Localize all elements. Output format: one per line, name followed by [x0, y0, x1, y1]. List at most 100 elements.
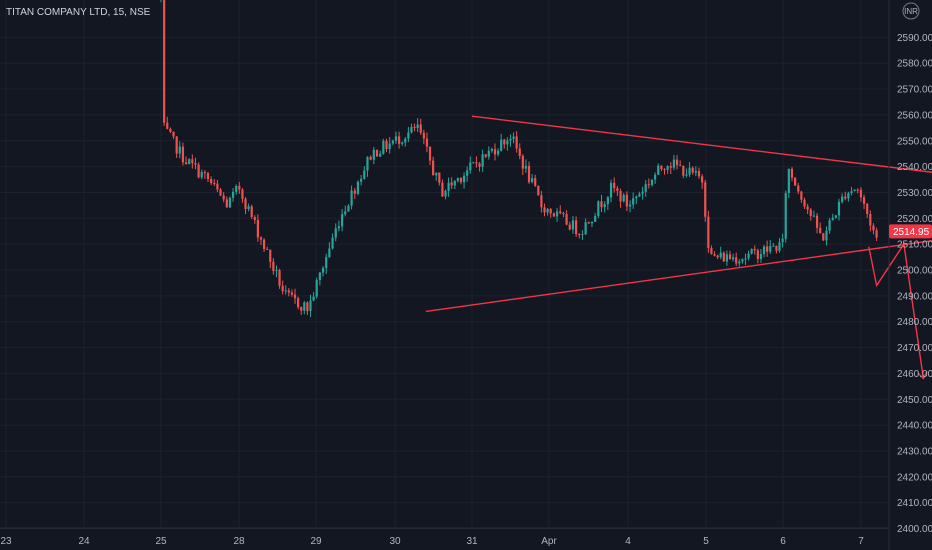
- time-axis[interactable]: 23 24 25 28 29 30 31 Apr 4 5 6 7: [0, 536, 864, 547]
- candle-body: [847, 193, 850, 199]
- candle-body: [663, 169, 666, 171]
- candle-body: [644, 184, 647, 192]
- candle-body: [163, 0, 166, 123]
- candle-body: [490, 149, 494, 151]
- candle-body: [493, 149, 497, 155]
- candle-body: [578, 233, 581, 235]
- candle-body: [206, 173, 210, 180]
- upper-trendline[interactable]: [471, 115, 932, 173]
- candle-body: [469, 162, 472, 171]
- candle-body: [625, 194, 628, 207]
- candle-body: [581, 234, 584, 236]
- candle-body: [363, 170, 366, 179]
- candle-body: [571, 220, 575, 230]
- candle-body: [543, 207, 546, 213]
- projection-path[interactable]: [868, 242, 925, 379]
- candle-body: [432, 160, 435, 176]
- candle-body: [872, 225, 875, 231]
- candle-body: [778, 242, 781, 251]
- candle-body: [819, 227, 822, 234]
- lower-trendline[interactable]: [425, 236, 932, 313]
- candle-body: [685, 174, 688, 176]
- candle-body: [756, 250, 759, 259]
- candle-body: [203, 172, 206, 174]
- x-tick-label: Apr: [541, 536, 557, 547]
- candle-body: [694, 170, 697, 173]
- candle-body: [225, 199, 228, 208]
- candle-body: [769, 246, 772, 252]
- price-axis[interactable]: 2590.00 2580.00 2570.00 2560.00 2550.00 2540.…: [897, 33, 932, 535]
- candle-body: [744, 258, 747, 260]
- y-tick-label: 2570.00: [897, 85, 932, 96]
- candle-body: [369, 156, 372, 160]
- candle-body: [866, 203, 869, 215]
- candle-body: [347, 205, 350, 212]
- y-tick-label: 2560.00: [897, 110, 932, 121]
- candle-body: [337, 226, 341, 229]
- x-tick-label: 5: [703, 536, 709, 547]
- y-tick-label: 2440.00: [897, 421, 932, 432]
- candle-body: [688, 167, 691, 175]
- candle-body: [303, 302, 306, 311]
- candle-body: [321, 267, 325, 273]
- y-tick-label: 2540.00: [897, 162, 932, 173]
- candle-body: [191, 159, 194, 164]
- candle-body: [679, 165, 682, 167]
- candle-body: [419, 124, 422, 133]
- candle-body: [281, 285, 284, 292]
- y-tick-label: 2590.00: [897, 33, 932, 44]
- candle-body: [503, 139, 506, 145]
- svg-text:2514.95: 2514.95: [893, 227, 930, 238]
- candle-body: [509, 138, 512, 141]
- candle-body: [256, 219, 259, 238]
- candle-body: [735, 257, 738, 264]
- candle-body: [790, 168, 794, 178]
- candle-body: [428, 146, 432, 161]
- candle-body: [521, 155, 524, 169]
- candle-body: [707, 216, 710, 249]
- candle-body: [518, 148, 521, 156]
- candle-body: [259, 237, 263, 240]
- candle-body: [766, 246, 769, 252]
- y-tick-label: 2410.00: [897, 498, 932, 509]
- candle-body: [478, 163, 481, 167]
- candle-body: [453, 180, 456, 186]
- y-tick-label: 2580.00: [897, 59, 932, 70]
- candle-body: [293, 294, 297, 299]
- y-tick-label: 2510.00: [897, 240, 932, 251]
- candle-body: [590, 221, 594, 224]
- candle-body: [753, 249, 756, 251]
- candle-body: [413, 126, 416, 128]
- candle-body: [360, 178, 363, 182]
- candle-body: [438, 172, 441, 183]
- candle-body: [272, 261, 275, 271]
- candle-body: [382, 140, 385, 154]
- candle-body: [828, 220, 831, 231]
- candle-body: [803, 199, 806, 207]
- svg-text:INR: INR: [904, 7, 918, 16]
- candle-body: [822, 233, 825, 241]
- candle-body: [391, 140, 394, 144]
- candle-body: [669, 166, 672, 168]
- candle-body: [410, 126, 413, 133]
- candle-body: [759, 254, 763, 259]
- candle-body: [388, 143, 391, 150]
- candle-body: [178, 146, 181, 154]
- candle-body: [466, 170, 469, 176]
- candle-body: [515, 136, 518, 149]
- candle-body: [834, 215, 837, 218]
- candle-body: [450, 182, 453, 186]
- candle-body: [184, 162, 188, 165]
- candle-body: [540, 195, 543, 208]
- candle-body: [691, 167, 694, 173]
- candle-body: [794, 177, 797, 186]
- candle-body: [654, 174, 657, 180]
- candle-body: [825, 230, 828, 241]
- candle-body: [401, 142, 404, 144]
- candle-body: [219, 189, 222, 196]
- candle-body: [725, 254, 729, 262]
- candle-body: [262, 239, 266, 249]
- candle-body: [325, 257, 328, 268]
- trend-drawings[interactable]: [425, 115, 932, 380]
